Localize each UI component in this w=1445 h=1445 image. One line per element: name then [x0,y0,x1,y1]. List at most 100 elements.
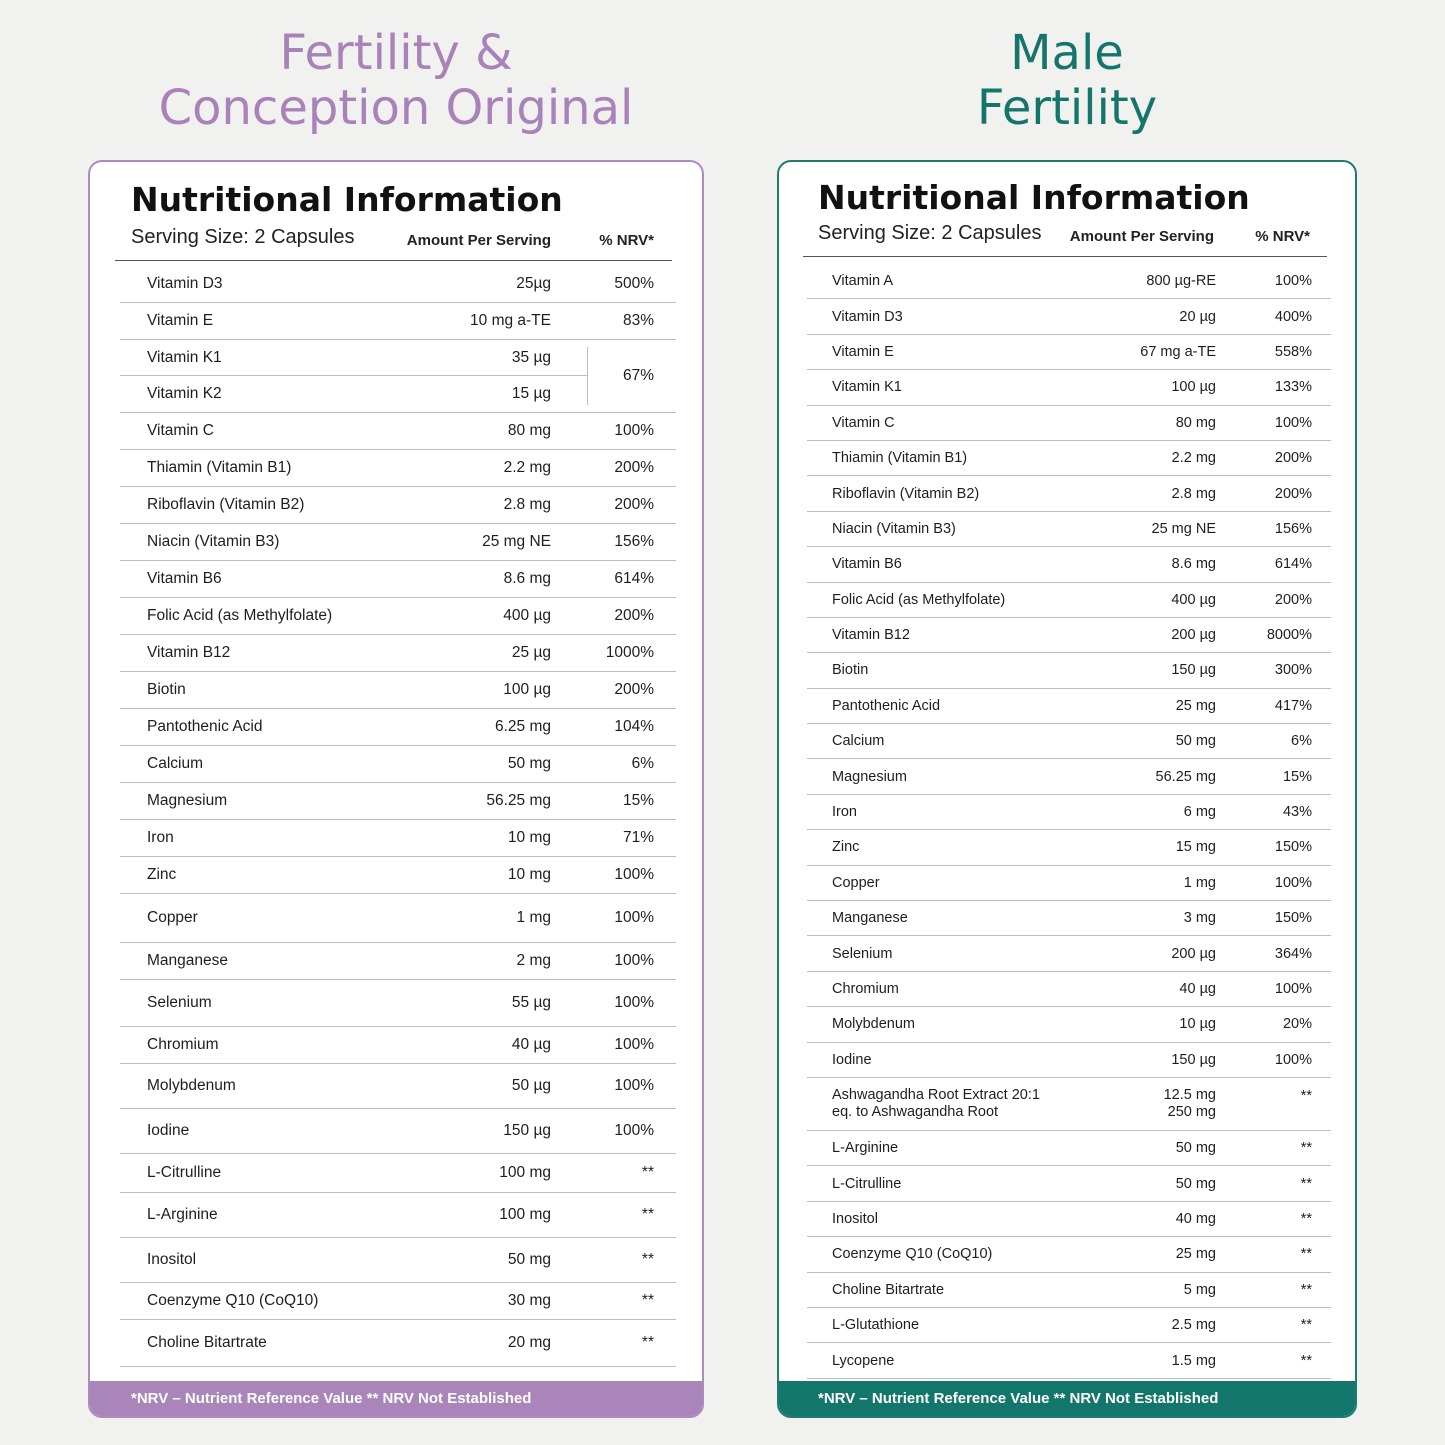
nutrient-nrv: 364% [1274,945,1312,962]
nutrient-amount: 25 mg NE [482,533,551,550]
nutrient-name: Manganese [147,952,229,969]
table-row: Ashwagandha Root Extract 20:1 eq. to Ashw… [807,1078,1331,1131]
nutrient-name: Folic Acid (as Methylfolate) [832,591,1006,608]
nutrient-nrv: 8000% [1266,627,1312,644]
nutrient-name: Riboflavin (Vitamin B2) [147,496,305,513]
nutrient-name: Calcium [147,755,203,772]
table-row: Vitamin C 80 mg 100% [807,406,1331,441]
table-row: Biotin 100 µg 200% [120,672,676,709]
nutrient-nrv: ** [641,1251,654,1268]
nutrient-nrv: ** [1300,1317,1312,1334]
nutrient-nrv: 15% [622,792,654,809]
table-row: L-Glutathione 2.5 mg ** [807,1308,1331,1344]
nutrient-name: Niacin (Vitamin B3) [147,533,280,550]
table-row: Niacin (Vitamin B3) 25 mg NE 156% [120,524,676,561]
panel-heading: Nutritional Information [131,180,563,219]
nutrient-amount: 30 mg [507,1292,551,1309]
table-row: Molybdenum 10 µg 20% [807,1007,1331,1043]
nutrient-name: Manganese [832,910,908,927]
nutrient-amount: 10 mg [507,829,551,846]
nutrient-amount: 50 mg [1175,1175,1216,1192]
nutrient-name: L-Citrulline [147,1164,222,1181]
nutrient-amount: 100 µg [503,681,551,698]
nutrient-name: Vitamin B12 [147,644,231,661]
nutrient-nrv: 100% [1274,273,1312,290]
table-row: Riboflavin (Vitamin B2) 2.8 mg 200% [807,476,1331,512]
nutrient-nrv: ** [1300,1175,1312,1192]
table-row: Vitamin B6 8.6 mg 614% [120,561,676,598]
nutrient-nrv: ** [1300,1246,1312,1263]
table-row: Coenzyme Q10 (CoQ10) 30 mg ** [120,1283,676,1320]
nutrient-name: Choline Bitartrate [832,1281,945,1298]
nutrient-nrv: 20% [1282,1016,1312,1033]
nutrient-name: Coenzyme Q10 (CoQ10) [147,1292,319,1309]
column-header-nrv: % NRV* [1255,228,1310,245]
header-divider [803,256,1327,257]
table-row: Molybdenum 50 µg 100% [120,1064,676,1109]
nutrient-name: Vitamin C [147,422,214,439]
table-row: Calcium 50 mg 6% [120,746,676,783]
nutrient-amount: 3 mg [1183,910,1216,927]
nutrient-amount: 10 µg [1179,1016,1216,1033]
table-row: Inositol 40 mg ** [807,1202,1331,1238]
table-row: Iodine 150 µg 100% [807,1043,1331,1078]
nutrient-name: Molybdenum [147,1077,236,1094]
table-row: Zinc 10 mg 100% [120,857,676,894]
nutrient-nrv: 100% [614,952,654,969]
nutrient-nrv: 200% [1274,450,1312,467]
nutrient-nrv: 100% [614,1077,654,1094]
nutrient-name: Vitamin B12 [832,627,910,644]
nutrient-name: Selenium [832,945,893,962]
nutrient-name: Vitamin K1 [147,349,222,366]
nutrient-amount: 100 µg [1171,379,1216,396]
table-row: Pantothenic Acid 25 mg 417% [807,689,1331,725]
nutrient-nrv: 71% [622,829,654,846]
nutrient-amount: 25 mg [1175,1246,1216,1263]
table-row: Vitamin K1 100 µg 133% [807,370,1331,406]
nutrient-name: Magnesium [832,768,907,785]
nutrient-nrv: 133% [1274,379,1312,396]
table-row: Copper 1 mg 100% [807,866,1331,902]
nutrient-name: Niacin (Vitamin B3) [832,520,956,537]
nutrient-nrv: 100% [614,994,654,1011]
table-row: Iodine 150 µg 100% [120,1109,676,1154]
nutrient-nrv: ** [1300,1281,1312,1298]
nutrient-name: Vitamin K2 [147,385,222,402]
nutrition-panel-right: Nutritional Information Serving Size: 2 … [777,160,1357,1418]
nutrient-name: Copper [832,874,880,891]
nutrient-amount: 8.6 mg [1171,556,1216,573]
nutrient-name: Vitamin D3 [832,308,903,325]
nutrient-amount: 56.25 mg [486,792,551,809]
nutrient-nrv: 100% [1274,981,1312,997]
nutrient-nrv: ** [641,1164,654,1181]
nutrient-amount: 50 µg [511,1077,551,1094]
nutrient-amount: 80 mg [1175,414,1216,431]
nutrient-nrv: 614% [1274,556,1312,573]
nutrient-nrv: 200% [614,607,654,624]
header-divider [115,260,672,261]
column-header-nrv: % NRV* [599,232,654,249]
nutrient-nrv: 6% [631,755,654,772]
nutrient-amount: 1 mg [516,909,551,926]
nutrient-nrv: ** [1300,1087,1312,1104]
nutrient-name: Vitamin B6 [147,570,222,587]
table-row: Vitamin K2 15 µg [120,376,676,412]
table-row: Niacin (Vitamin B3) 25 mg NE 156% [807,512,1331,548]
table-row: Calcium 50 mg 6% [807,724,1331,760]
nutrient-amount: 200 µg [1171,945,1216,962]
table-row: Manganese 2 mg 100% [120,943,676,980]
table-row: Iron 10 mg 71% [120,820,676,857]
footnote-bar: *NRV – Nutrient Reference Value ** NRV N… [779,1381,1355,1416]
nutrient-amount: 150 µg [1171,662,1216,679]
nutrient-nrv: 150% [1274,839,1312,856]
nutrient-amount: 50 mg [507,755,551,772]
nutrient-amount: 2.2 mg [1171,450,1216,467]
nutrient-nrv: 417% [1274,697,1312,714]
table-row: L-Citrulline 50 mg ** [807,1166,1331,1202]
nutrient-nrv: 200% [614,681,654,698]
table-row: Vitamin K1 35 µg [120,340,676,376]
nutrient-nrv: ** [641,1206,654,1223]
nutrient-amount: 25 mg [1175,697,1216,714]
vitamin-k-group: Vitamin K1 35 µg Vitamin K2 15 µg 67% [120,340,676,413]
table-row: Vitamin B12 200 µg 8000% [807,618,1331,654]
